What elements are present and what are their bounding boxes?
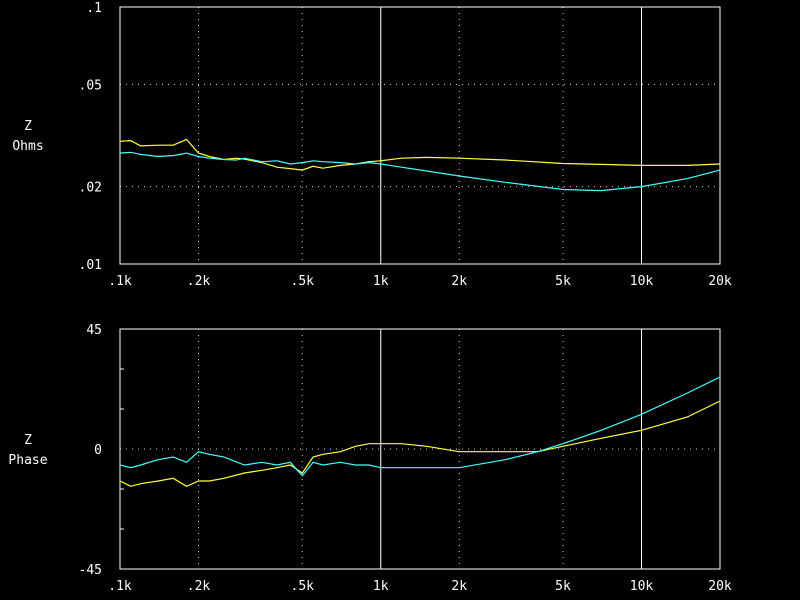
x-tick-label: 2k [451, 274, 467, 289]
series-line-2 [119, 151, 721, 192]
x-tick-label: .5k [291, 274, 315, 289]
x-tick-label: 10k [630, 579, 654, 594]
y-tick-label: .01 [79, 258, 102, 273]
y-axis-label: Phase [8, 453, 47, 468]
x-tick-label: .1k [108, 579, 132, 594]
x-tick-label: 20k [708, 579, 732, 594]
y-tick-label: 0 [94, 443, 102, 458]
series-line-1 [119, 400, 721, 487]
x-tick-label: .1k [108, 274, 132, 289]
x-tick-label: .2k [187, 579, 211, 594]
plot-frame [119, 328, 721, 570]
x-tick-label: 20k [708, 274, 732, 289]
x-tick-label: .5k [291, 579, 315, 594]
series-line-1 [119, 138, 721, 171]
x-tick-label: 1k [373, 579, 389, 594]
y-axis-label: Z [24, 119, 32, 134]
magnitude-panel: .1k .2k .5k 1k 2k 5k 10k 20k .1 .05 .02 .01 Z Ohms [12, 1, 732, 289]
y-axis-label: Ohms [12, 139, 43, 154]
x-tick-label: 5k [555, 579, 571, 594]
y-tick-label: .02 [79, 181, 102, 196]
y-tick-label: -45 [79, 563, 102, 578]
x-tick-label: 10k [630, 274, 654, 289]
x-tick-label: 5k [555, 274, 571, 289]
y-axis-label: Z [24, 433, 32, 448]
series-line-2 [119, 376, 721, 477]
y-tick-label: .05 [79, 78, 102, 93]
phase-panel: .1k .2k .5k 1k 2k 5k 10k 20k 45 0 -45 Z Phase [8, 323, 731, 594]
y-tick-label: 45 [86, 323, 102, 338]
x-tick-label: .2k [187, 274, 211, 289]
plot-frame [119, 6, 721, 265]
x-tick-label: 2k [451, 579, 467, 594]
x-tick-label: 1k [373, 274, 389, 289]
y-tick-label: .1 [86, 1, 102, 16]
